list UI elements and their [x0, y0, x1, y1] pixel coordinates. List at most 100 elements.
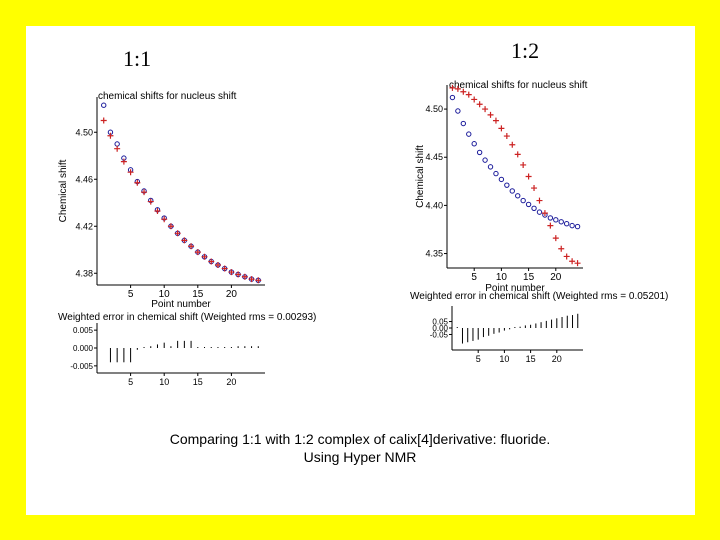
right-main-calc-point — [466, 131, 472, 137]
left-main-obs-point — [208, 258, 215, 265]
right-main-obs-point — [514, 151, 521, 158]
left-main-obs-point — [154, 207, 161, 214]
right-main-x-tick-label: 10 — [496, 272, 508, 283]
right-main-calc-point — [493, 170, 499, 177]
right-main-obs-point — [541, 210, 548, 217]
slide-panel — [26, 26, 695, 515]
right-main-calc-point — [460, 120, 467, 127]
right-main-obs-point — [492, 117, 499, 124]
right-main-calc-point — [515, 193, 521, 199]
right-main-obs-point — [454, 85, 461, 92]
right-main-x-tick-label: 15 — [523, 272, 535, 283]
left-main-obs-point — [174, 230, 181, 237]
left-main-y-tick-label: 4.46 — [75, 174, 93, 184]
right-residual-x-tick-label: 20 — [552, 354, 562, 364]
left-main-obs-point — [161, 216, 168, 223]
right-main-calc-point — [482, 157, 488, 163]
left-main-obs-point — [167, 223, 174, 230]
left-main-obs-point — [228, 269, 235, 276]
left-main-obs-point — [188, 243, 195, 250]
right-main-calc-point — [574, 223, 581, 230]
right-main-obs-point — [471, 96, 478, 103]
left-residual-y-tick-label: 0.005 — [73, 326, 94, 335]
left-main-obs-point — [127, 169, 134, 176]
left-main-obs-point — [235, 271, 242, 278]
right-main-title: chemical shifts for nucleus shift — [449, 80, 588, 91]
caption-line-1: Comparing 1:1 with 1:2 complex of calix[… — [169, 431, 551, 447]
left-main-x-tick-label: 10 — [159, 289, 171, 300]
left-main-obs-point — [120, 158, 127, 165]
left-residual-title: Weighted error in chemical shift (Weight… — [58, 312, 316, 323]
right-main-calc-point — [449, 94, 456, 101]
right-main-calc-point — [504, 182, 510, 188]
right-main-calc-point — [558, 219, 564, 225]
left-main-obs-point — [248, 276, 255, 283]
right-main-obs-point — [520, 161, 527, 168]
left-main-obs-point — [100, 117, 107, 124]
right-main-obs-point — [536, 197, 543, 204]
right-main-calc-point — [531, 205, 537, 211]
right-residual-x-tick-label: 15 — [526, 354, 536, 364]
right-residual-x-tick-label: 10 — [499, 354, 509, 364]
left-main-y-tick-label: 4.38 — [75, 268, 93, 278]
left-main-y-tick-label: 4.42 — [75, 221, 93, 231]
left-residual-x-tick-label: 15 — [193, 377, 203, 387]
left-main-obs-point — [141, 189, 148, 196]
right-main-obs-point — [476, 101, 483, 108]
left-main-obs-point — [221, 265, 228, 272]
left-main-x-tick-label: 5 — [128, 289, 134, 300]
right-residual-title: Weighted error in chemical shift (Weight… — [410, 291, 668, 302]
left-main-obs-point — [255, 277, 262, 284]
right-main-calc-point — [498, 176, 505, 183]
right-main-obs-point — [509, 141, 516, 148]
left-main-obs-point — [201, 253, 208, 260]
right-main-obs-point — [558, 245, 565, 252]
right-main-y-label: Chemical shift — [415, 145, 426, 208]
right-residual-y-tick-label: 0.05 — [432, 318, 448, 327]
left-main-obs-point — [214, 262, 221, 269]
right-main-obs-point — [569, 258, 576, 265]
right-main-y-tick-label: 4.40 — [425, 200, 443, 210]
right-main-obs-point — [487, 111, 494, 118]
right-main-calc-point — [536, 209, 543, 215]
left-main-y-tick-label: 4.50 — [75, 127, 93, 137]
left-main-obs-point — [241, 273, 248, 280]
left-main-y-label: Chemical shift — [58, 159, 69, 222]
right-main-calc-point — [553, 217, 559, 223]
right-main-y-tick-label: 4.35 — [425, 249, 443, 259]
right-main-obs-point — [449, 84, 456, 91]
left-main-obs-point — [194, 249, 201, 256]
right-main-calc-point — [547, 215, 554, 221]
left-residual-x-tick-label: 10 — [159, 377, 169, 387]
right-residual-y-tick-label: -0.05 — [430, 330, 449, 339]
left-main-title: chemical shifts for nucleus shift — [98, 91, 237, 102]
left-main-obs-point — [134, 179, 141, 186]
right-main-obs-point — [525, 173, 532, 180]
left-main-x-tick-label: 15 — [192, 289, 204, 300]
right-residual-x-tick-label: 5 — [476, 354, 481, 364]
right-main-calc-point — [525, 201, 532, 208]
right-main-obs-point — [482, 106, 489, 113]
caption-line-2: Using Hyper NMR — [303, 449, 417, 465]
slide-caption: Comparing 1:1 with 1:2 complex of calix[… — [0, 430, 720, 466]
right-main-y-tick-label: 4.45 — [425, 152, 443, 162]
left-residual-x-tick-label: 5 — [128, 377, 133, 387]
right-main-calc-point — [455, 108, 461, 114]
right-main-calc-point — [520, 197, 526, 204]
left-residual-y-tick-label: -0.005 — [70, 362, 93, 371]
right-main-calc-point — [569, 222, 575, 229]
left-main-obs-point — [107, 132, 114, 139]
left-main-x-tick-label: 20 — [226, 289, 238, 300]
ratio-label-right: 1:2 — [511, 38, 540, 63]
left-main-calc-point — [114, 141, 120, 147]
left-main-obs-point — [147, 198, 154, 205]
right-main-obs-point — [465, 91, 472, 98]
right-main-obs-point — [460, 88, 467, 95]
right-main-x-label: Point number — [485, 283, 545, 294]
right-main-y-tick-label: 4.50 — [425, 104, 443, 114]
right-main-calc-point — [563, 220, 570, 227]
right-main-obs-point — [563, 253, 570, 260]
left-main-x-label: Point number — [151, 299, 211, 310]
left-main-obs-point — [181, 237, 188, 244]
